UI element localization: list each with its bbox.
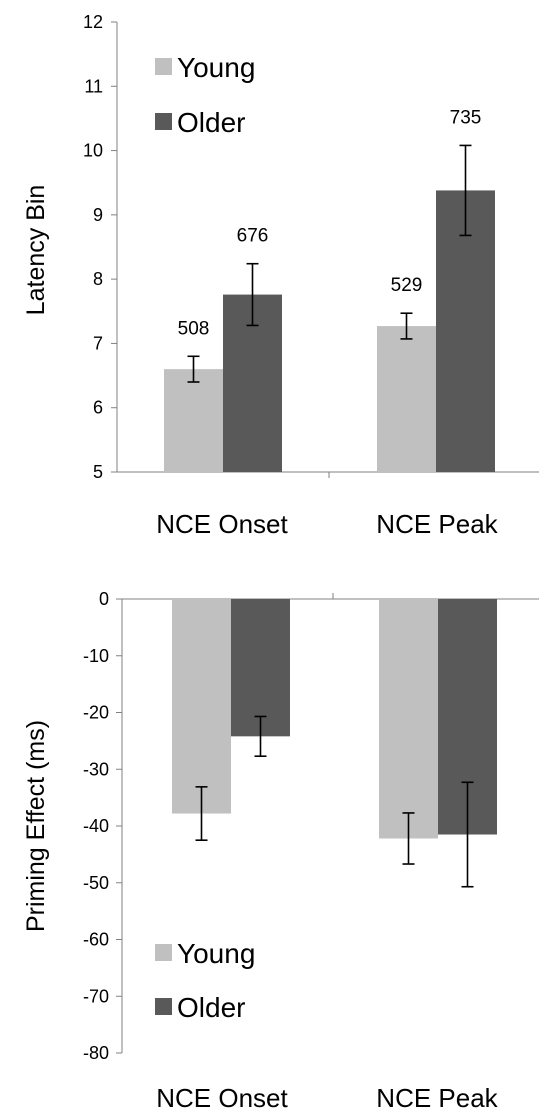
- bottom-bar-young-1: [379, 599, 438, 839]
- bottom-y-tick-label: -50: [83, 873, 109, 893]
- top-data-label: 529: [391, 275, 423, 296]
- top-y-axis-label: Latency Bin: [22, 185, 50, 316]
- top-data-label: 508: [178, 318, 210, 339]
- bottom-legend-label-young: Young: [177, 938, 255, 969]
- bottom-y-tick-label: -70: [83, 986, 109, 1006]
- top-legend-swatch-older: [155, 113, 172, 130]
- bottom-y-axis-label: Priming Effect (ms): [22, 720, 50, 932]
- bottom-y-tick-label: -60: [83, 930, 109, 950]
- top-category-label-1: NCE Peak: [376, 509, 498, 539]
- bottom-legend-swatch-older: [155, 998, 172, 1015]
- bottom-y-tick-label: -30: [83, 759, 109, 779]
- top-y-tick-label: 6: [93, 398, 103, 418]
- top-category-label-0: NCE Onset: [156, 509, 288, 539]
- top-data-label: 735: [450, 107, 482, 128]
- top-bar-young-1: [377, 326, 436, 472]
- top-y-tick-label: 10: [83, 141, 103, 161]
- top-y-tick-label: 8: [93, 269, 103, 289]
- top-data-label: 676: [237, 226, 269, 247]
- top-bar-older-1: [436, 190, 495, 472]
- top-legend-label-young: Young: [177, 52, 255, 83]
- bottom-legend-label-older: Older: [177, 992, 245, 1023]
- top-legend-label-older: Older: [177, 107, 245, 138]
- bottom-category-label-0: NCE Onset: [156, 1083, 288, 1113]
- top-chart: 5 6 7 8 9 10 11 12 508 676 529 735 Latency Bin NCE…: [22, 12, 539, 539]
- bottom-y-tick-label: 0: [99, 589, 109, 609]
- bottom-chart: 0 -10 -20 -30 -40 -50 -60 -70 -80 Priming Effect…: [22, 589, 539, 1113]
- bottom-y-tick-label: -80: [83, 1043, 109, 1063]
- bottom-bar-older-0: [231, 599, 290, 737]
- top-y-tick-label: 12: [83, 12, 103, 32]
- bottom-y-tick-label: -10: [83, 646, 109, 666]
- top-legend-swatch-young: [155, 58, 172, 75]
- top-y-tick-label: 9: [93, 205, 103, 225]
- bottom-y-tick-label: -40: [83, 816, 109, 836]
- bottom-bar-young-0: [172, 599, 231, 814]
- top-y-tick-label: 7: [93, 333, 103, 353]
- bottom-category-label-1: NCE Peak: [376, 1083, 498, 1113]
- top-y-tick-label: 11: [84, 76, 103, 96]
- bottom-y-tick-label: -20: [83, 703, 109, 723]
- top-bar-young-0: [164, 369, 223, 472]
- bottom-legend-swatch-young: [155, 944, 172, 961]
- top-y-tick-label: 5: [93, 462, 103, 482]
- bottom-legend: Young Older: [155, 938, 255, 1023]
- top-legend: Young Older: [155, 52, 255, 138]
